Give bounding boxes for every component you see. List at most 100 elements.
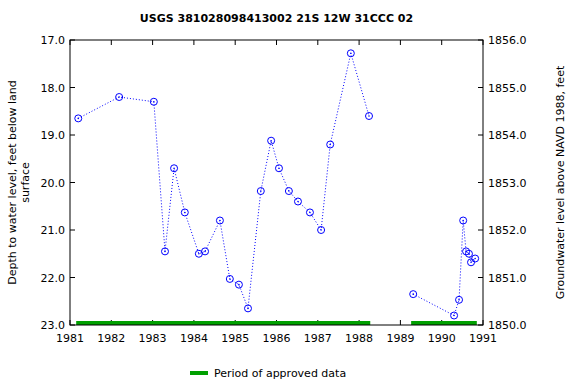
x-tick	[359, 40, 360, 45]
data-point	[75, 115, 82, 122]
y2-tick	[478, 182, 483, 183]
marker-ring	[451, 312, 458, 319]
data-point	[226, 275, 233, 282]
y2-label: Groundwater level above NAVD 1988, feet	[554, 65, 567, 299]
marker-dot	[288, 190, 290, 192]
data-point	[472, 255, 479, 262]
marker-ring	[410, 291, 417, 298]
data-point	[150, 98, 157, 105]
data-point	[171, 165, 178, 172]
legend-swatch	[190, 371, 208, 375]
x-tick	[193, 40, 194, 45]
marker-dot	[462, 220, 464, 222]
data-point	[294, 198, 301, 205]
marker-ring	[366, 113, 373, 120]
y-tick-label: 19.0	[41, 129, 66, 142]
x-tick-label: 1985	[221, 332, 249, 345]
y2-tick-label: 1853.0	[488, 177, 527, 190]
marker-dot	[184, 212, 186, 214]
marker-dot	[278, 167, 280, 169]
data-point	[235, 281, 242, 288]
data-line	[78, 53, 475, 315]
marker-dot	[270, 140, 272, 142]
data-point	[268, 137, 275, 144]
marker-ring	[318, 227, 325, 234]
marker-ring	[257, 188, 264, 195]
data-point	[116, 94, 123, 101]
marker-ring	[306, 209, 313, 216]
x-tick-label: 1983	[139, 332, 167, 345]
y2-tick-label: 1854.0	[488, 129, 527, 142]
marker-dot	[468, 253, 470, 255]
marker-ring	[468, 259, 475, 266]
data-point	[465, 250, 472, 257]
data-point	[285, 188, 292, 195]
x-tick	[276, 40, 277, 45]
marker-dot	[204, 251, 206, 253]
x-tick-label: 1986	[263, 332, 291, 345]
x-tick	[441, 40, 442, 45]
marker-ring	[285, 188, 292, 195]
marker-ring	[202, 248, 209, 255]
marker-dot	[219, 220, 221, 222]
marker-ring	[226, 275, 233, 282]
y-tick-label: 21.0	[41, 224, 66, 237]
title: USGS 381028098413002 21S 12W 31CCC 02	[140, 12, 413, 25]
marker-dot	[198, 253, 200, 255]
y-tick	[70, 182, 75, 183]
x-tick-label: 1990	[428, 332, 456, 345]
y-tick-label: 20.0	[41, 177, 66, 190]
data-point	[468, 259, 475, 266]
approved-period	[76, 321, 370, 325]
y2-tick-label: 1856.0	[488, 34, 527, 47]
x-tick-label: 1981	[56, 332, 84, 345]
y2-tick-label: 1851.0	[488, 272, 527, 285]
x-tick-label: 1988	[345, 332, 373, 345]
data-point	[245, 305, 252, 312]
marker-dot	[260, 190, 262, 192]
y2-tick-label: 1852.0	[488, 224, 527, 237]
y-label-line: Depth to water level, feet below land	[6, 80, 19, 285]
marker-ring	[347, 50, 354, 57]
marker-ring	[171, 165, 178, 172]
y-tick-label: 17.0	[41, 34, 66, 47]
marker-ring	[460, 217, 467, 224]
y2-tick	[478, 135, 483, 136]
x-tick-label: 1989	[386, 332, 414, 345]
plot-area	[75, 50, 479, 325]
y2-tick-label: 1850.0	[488, 319, 527, 332]
y-tick-label: 22.0	[41, 272, 66, 285]
marker-ring	[161, 248, 168, 255]
marker-ring	[294, 198, 301, 205]
data-point	[366, 113, 373, 120]
y2-tick	[478, 277, 483, 278]
data-point	[327, 141, 334, 148]
x-tick	[235, 40, 236, 45]
y-label: Depth to water level, feet below landsur…	[6, 80, 32, 285]
marker-dot	[173, 167, 175, 169]
marker-dot	[297, 201, 299, 203]
marker-ring	[216, 217, 223, 224]
y-tick	[70, 230, 75, 231]
y2-tick	[478, 87, 483, 88]
x-tick	[152, 40, 153, 45]
marker-dot	[350, 53, 352, 55]
marker-ring	[327, 141, 334, 148]
marker-dot	[412, 293, 414, 295]
data-point	[257, 188, 264, 195]
marker-dot	[247, 308, 249, 310]
x-tick	[317, 40, 318, 45]
marker-dot	[458, 299, 460, 301]
marker-dot	[470, 262, 472, 264]
data-point	[347, 50, 354, 57]
marker-ring	[268, 137, 275, 144]
marker-ring	[275, 165, 282, 172]
x-tick-label: 1984	[180, 332, 208, 345]
marker-dot	[309, 212, 311, 214]
legend-label: Period of approved data	[214, 367, 346, 380]
data-point	[460, 217, 467, 224]
y-tick	[70, 87, 75, 88]
x-tick	[111, 40, 112, 45]
marker-ring	[465, 250, 472, 257]
x-tick-label: 1982	[97, 332, 125, 345]
